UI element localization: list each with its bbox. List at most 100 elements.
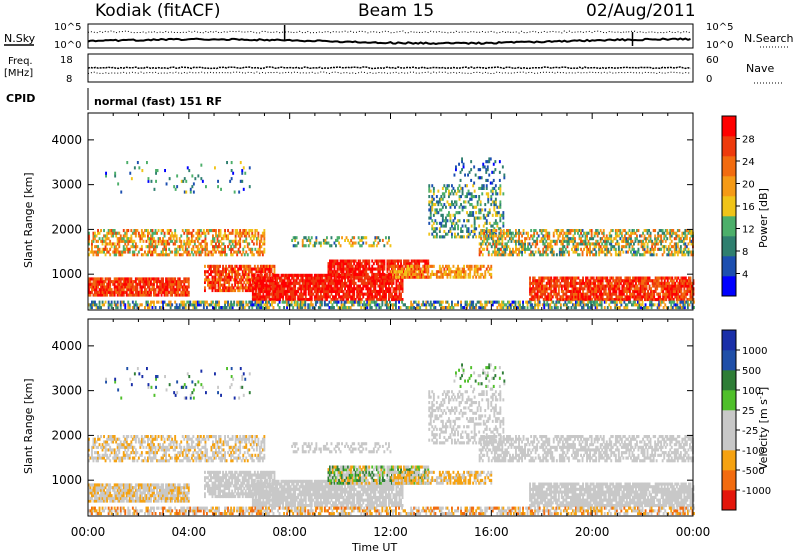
power-cell (650, 251, 652, 254)
power-cell (242, 248, 244, 251)
power-cell (387, 270, 389, 273)
power-cell (621, 295, 623, 298)
power-cell (153, 237, 155, 240)
power-cell (511, 234, 513, 237)
power-cell (352, 265, 354, 268)
power-cell (499, 184, 501, 187)
power-cell (167, 294, 169, 297)
power-cell (227, 268, 229, 271)
freq-unit-label: [MHz] (4, 68, 33, 79)
power-cell (491, 245, 493, 248)
power-cell (188, 251, 190, 254)
power-cell (143, 232, 145, 235)
power-cell (533, 232, 535, 235)
power-cell (180, 234, 182, 237)
power-cell (227, 245, 229, 248)
power-cell (396, 290, 398, 293)
power-cell (609, 251, 611, 254)
power-cell (663, 251, 665, 254)
power-cell (320, 244, 322, 247)
power-cell (231, 265, 233, 268)
power-cell (194, 240, 196, 243)
power-cell (481, 192, 483, 195)
power-cell (440, 268, 442, 271)
power-cell (504, 251, 506, 254)
power-cell (259, 248, 261, 251)
power-cell (492, 192, 494, 195)
power-cell (226, 253, 228, 256)
nave-tick-top: 60 (706, 55, 719, 66)
power-cell (388, 268, 390, 271)
power-cell (680, 287, 682, 290)
power-cell (346, 236, 348, 239)
power-cell (394, 268, 396, 271)
power-cell (338, 242, 340, 245)
power-cell (236, 265, 238, 268)
power-cell (593, 277, 595, 280)
power-cell (508, 245, 510, 248)
power-cell (595, 253, 597, 256)
power-cell (167, 288, 169, 291)
power-cell (391, 285, 393, 288)
power-cell (338, 273, 340, 276)
power-cell (288, 277, 290, 280)
power-cell (590, 285, 592, 288)
power-cell (146, 161, 148, 164)
power-cell (662, 240, 664, 243)
power-cell (496, 214, 498, 217)
power-cell (684, 242, 686, 245)
power-cell (270, 277, 272, 280)
power-cell (254, 248, 256, 251)
power-cell (439, 230, 441, 233)
power-cell (486, 227, 488, 230)
power-cell (563, 237, 565, 240)
power-cell (563, 253, 565, 256)
power-cell (352, 276, 354, 279)
power-cell (451, 184, 453, 187)
power-cell (231, 177, 233, 180)
power-cell (486, 184, 488, 187)
power-cell (629, 290, 631, 293)
power-cell (668, 251, 670, 254)
power-cell (152, 253, 154, 256)
power-cell (263, 248, 265, 251)
power-cell (228, 284, 230, 287)
power-cell (629, 248, 631, 251)
power-cell (644, 253, 646, 256)
power-cell (486, 245, 488, 248)
power-cell (235, 245, 237, 248)
power-cell (448, 195, 450, 198)
power-cell (450, 217, 452, 220)
power-cell (103, 251, 105, 254)
power-cell (383, 265, 385, 268)
power-cell (657, 237, 659, 240)
power-cell (499, 219, 501, 222)
power-cell (672, 229, 674, 232)
power-cell (331, 293, 333, 296)
power-cell (551, 248, 553, 251)
power-cell (239, 237, 241, 240)
power-cell (156, 232, 158, 235)
power-cell (574, 232, 576, 235)
power-cell (418, 270, 420, 273)
power-cell (326, 236, 328, 239)
power-cell (546, 290, 548, 293)
power-cell (229, 180, 231, 183)
power-cell (210, 273, 212, 276)
power-cell (186, 248, 188, 251)
power-cell (120, 234, 122, 237)
power-cell (320, 242, 322, 245)
power-cell (91, 245, 93, 248)
power-cell (629, 245, 631, 248)
power-cell (469, 270, 471, 273)
power-cell (487, 200, 489, 203)
power-cell (590, 295, 592, 298)
power-cell (612, 240, 614, 243)
power-cell (305, 293, 307, 296)
power-cell (150, 291, 152, 294)
power-cell (430, 276, 432, 279)
power-cell (533, 234, 535, 237)
power-cell (508, 234, 510, 237)
power-cell (471, 268, 473, 271)
power-cell (398, 276, 400, 279)
